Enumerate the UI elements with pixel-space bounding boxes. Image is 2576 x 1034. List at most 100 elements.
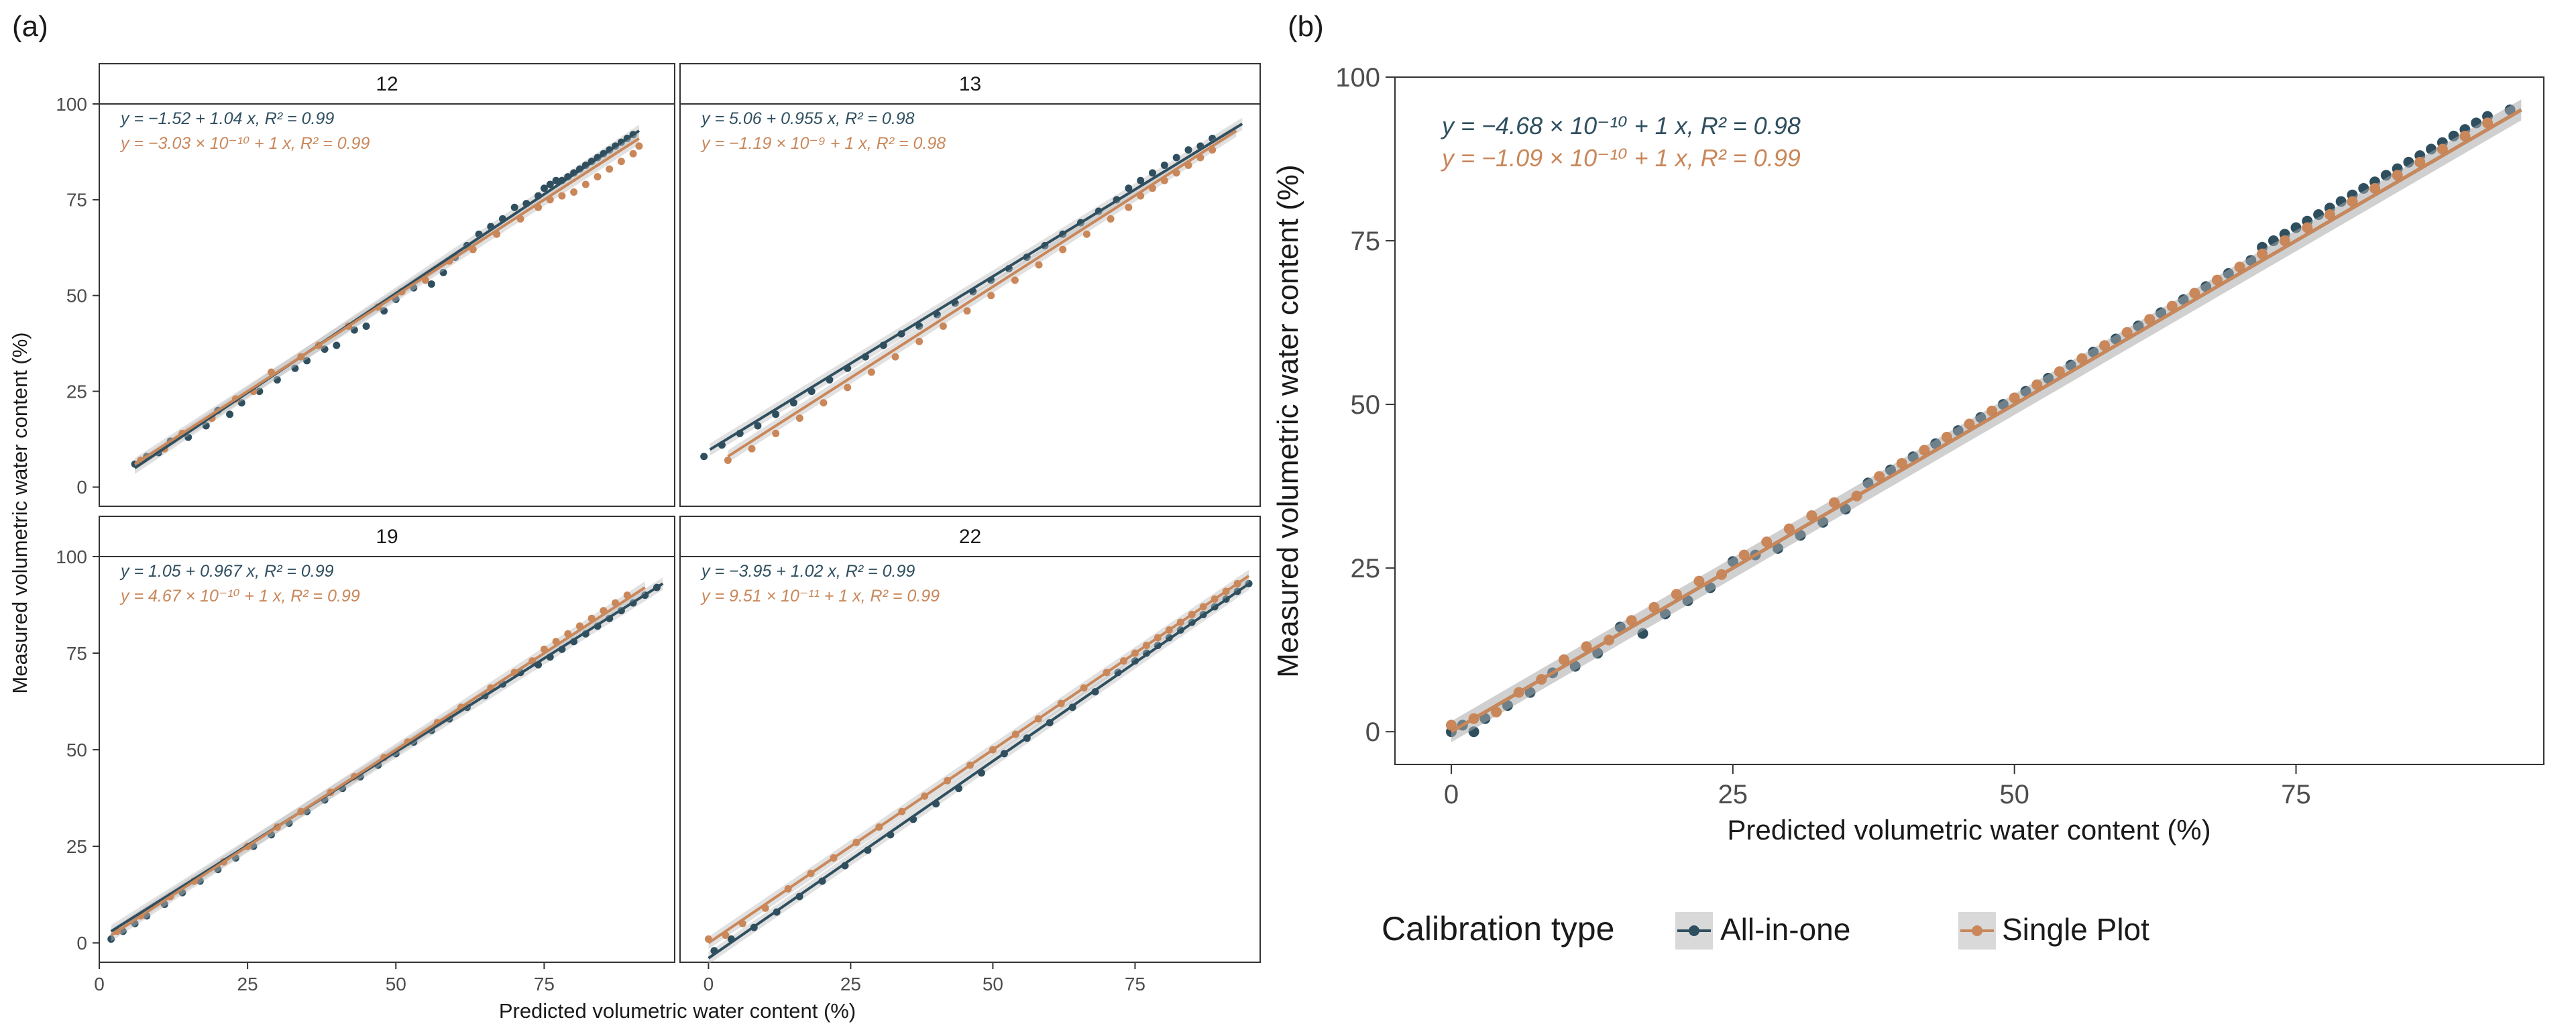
data-point [291, 364, 299, 372]
data-point [2482, 117, 2494, 129]
data-point [2110, 333, 2121, 345]
y-tick-label: 75 [1351, 227, 1381, 256]
data-point [1964, 418, 1975, 430]
fit-line [708, 582, 1250, 960]
data-point [2335, 196, 2347, 207]
data-point [570, 188, 578, 196]
data-point [2504, 104, 2516, 115]
data-point [2189, 288, 2200, 299]
data-point [2043, 373, 2054, 384]
x-tick-label: 50 [983, 974, 1003, 994]
data-point [1919, 445, 1930, 456]
data-point [1059, 245, 1067, 253]
y-tick-label: 50 [66, 740, 87, 760]
data-point [2155, 307, 2166, 319]
data-point [552, 176, 560, 184]
data-point [439, 268, 447, 276]
fit-line [1450, 108, 2522, 734]
data-point [1874, 471, 1885, 482]
data-point [2403, 156, 2414, 168]
data-point [362, 322, 370, 330]
data-point [915, 322, 923, 330]
regression-equation: y = −3.95 + 1.02 x, R² = 0.99 [700, 562, 915, 581]
data-point [1828, 497, 1840, 508]
data-point [1445, 720, 1457, 731]
data-point [1125, 184, 1133, 192]
fit-line [133, 129, 640, 469]
data-point [2245, 255, 2257, 266]
facet-title: 12 [376, 73, 398, 95]
panel-label-a: (a) [12, 10, 48, 43]
legend-label: Single Plot [2002, 912, 2149, 947]
panel-facet-19: 19 0 25 50 75 100 0 25 50 75 y = 1.05 + 0.967 x, R… [56, 516, 675, 994]
y-tick-label: 75 [66, 643, 87, 664]
data-point [867, 368, 875, 376]
data-point [427, 280, 435, 288]
data-point [594, 173, 602, 181]
data-point [700, 453, 708, 461]
data-point [2347, 196, 2358, 207]
data-point [617, 158, 625, 166]
facet-title: 22 [959, 526, 981, 548]
data-point [1885, 464, 1896, 475]
y-tick-label: 0 [1365, 717, 1380, 747]
legend-key-point [1972, 925, 1982, 936]
data-point [1738, 549, 1750, 561]
data-point [237, 399, 245, 407]
data-point [2414, 156, 2426, 168]
data-point [1160, 161, 1168, 169]
data-point [107, 935, 115, 943]
data-point [1592, 648, 1604, 659]
data-point [772, 410, 780, 418]
data-point [2267, 235, 2279, 247]
data-point [606, 165, 614, 173]
x-tick-label: 75 [2281, 780, 2311, 809]
data-point [724, 456, 732, 464]
data-point [1682, 595, 1693, 606]
x-tick-label: 75 [534, 974, 555, 994]
panel-label-b: (b) [1288, 10, 1324, 43]
facet-title: 19 [376, 526, 398, 548]
fit-line [110, 582, 664, 933]
data-point [1581, 641, 1592, 652]
data-point [1148, 169, 1156, 177]
regression-equation: y = −1.19 × 10⁻⁹ + 1 x, R² = 0.98 [700, 134, 946, 153]
data-point [2144, 314, 2155, 325]
data-point [226, 410, 234, 418]
legend: Calibration type All-in-one Single Plot [1382, 910, 2149, 950]
data-point [2223, 268, 2234, 279]
data-point [2257, 248, 2268, 260]
y-axis-title-b: Measured volumetric water content (%) [1272, 164, 1304, 677]
data-point [1806, 510, 1817, 522]
data-point [2009, 392, 2020, 404]
data-point [2031, 379, 2043, 390]
data-point [1184, 146, 1192, 154]
fit-line [727, 129, 1237, 458]
data-point [2099, 340, 2111, 351]
data-point [987, 292, 995, 300]
x-tick-label: 50 [1999, 780, 2029, 809]
y-tick-label: 0 [76, 477, 87, 498]
data-point [748, 445, 756, 453]
data-point [184, 433, 192, 441]
panel-frame [99, 516, 675, 963]
data-point [1783, 523, 1795, 534]
y-tick-label: 0 [76, 933, 87, 954]
x-axis-title-a: Predicted volumetric water content (%) [499, 999, 856, 1023]
regression-equation: y = 5.06 + 0.955 x, R² = 0.98 [700, 109, 915, 128]
data-point [1107, 215, 1115, 223]
data-point [2290, 222, 2302, 233]
data-point [581, 180, 590, 188]
facet-strip [679, 63, 1261, 105]
data-point [1896, 457, 1907, 469]
data-point [1986, 405, 1998, 416]
data-point [321, 345, 329, 353]
legend-key-point [1689, 925, 1699, 936]
data-point [546, 180, 554, 188]
x-axis-title-b: Predicted volumetric water content (%) [1727, 814, 2210, 846]
x-tick-label: 0 [704, 974, 714, 994]
data-point [1035, 261, 1043, 269]
panel-frame [679, 516, 1261, 963]
data-point [2279, 235, 2290, 247]
